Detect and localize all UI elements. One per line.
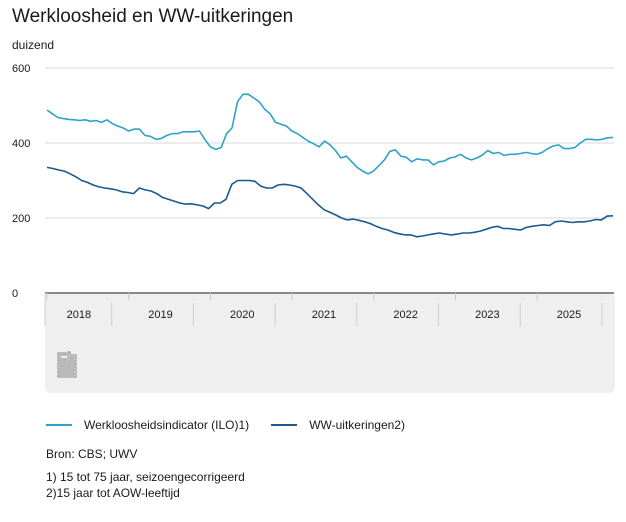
legend-label-ww: WW-uitkeringen2) xyxy=(309,418,405,432)
legend-item-ilo[interactable]: Werkloosheidsindicator (ILO)1) xyxy=(46,418,249,432)
y-axis-ticks: 0 200 400 600 xyxy=(12,63,30,300)
x-tick-label: 2023 xyxy=(475,309,499,321)
series-line-ilo[interactable] xyxy=(46,93,614,175)
x-tick-label: 2021 xyxy=(312,309,336,321)
footnote-2: 2)15 jaar tot AOW-leeftijd xyxy=(46,486,180,500)
source-note: Bron: CBS; UWV xyxy=(46,447,138,461)
gridlines xyxy=(45,67,614,219)
x-tick-label: 2018 xyxy=(67,309,91,321)
y-tick-label: 200 xyxy=(12,213,30,225)
footnote-1: 1) 15 tot 75 jaar, seizoengecorrigeerd xyxy=(46,470,245,484)
x-tick-label: 2019 xyxy=(148,309,172,321)
legend-swatch-ww xyxy=(271,424,298,426)
legend-swatch-ilo xyxy=(46,424,72,426)
series-lines xyxy=(46,93,614,238)
chart-title: Werkloosheid en WW-uitkeringen xyxy=(12,6,294,27)
legend-label-ilo: Werkloosheidsindicator (ILO)1) xyxy=(84,418,250,432)
y-tick-label: 0 xyxy=(12,288,18,300)
x-tick-label: 2022 xyxy=(393,309,417,321)
y-tick-label: 600 xyxy=(12,63,30,75)
line-chart: 0 200 400 600 2018 2019 2020 2021 2022 2023 2025 xyxy=(12,63,615,393)
footnotes: 1) 15 tot 75 jaar, seizoengecorrigeerd 2… xyxy=(46,469,245,501)
legend-item-ww[interactable]: WW-uitkeringen2) xyxy=(271,418,405,432)
y-tick-label: 400 xyxy=(12,138,30,150)
x-tick-label: 2020 xyxy=(230,309,254,321)
y-axis-unit-label: duizend xyxy=(12,38,55,52)
series-line-ww[interactable] xyxy=(46,166,614,238)
cbs-logo-icon xyxy=(57,351,77,378)
x-axis-panel xyxy=(45,293,615,393)
chart-legend: Werkloosheidsindicator (ILO)1) WW-uitker… xyxy=(46,418,427,432)
x-tick-label: 2025 xyxy=(557,309,581,321)
x-axis: 2018 2019 2020 2021 2022 2023 2025 xyxy=(44,292,614,326)
